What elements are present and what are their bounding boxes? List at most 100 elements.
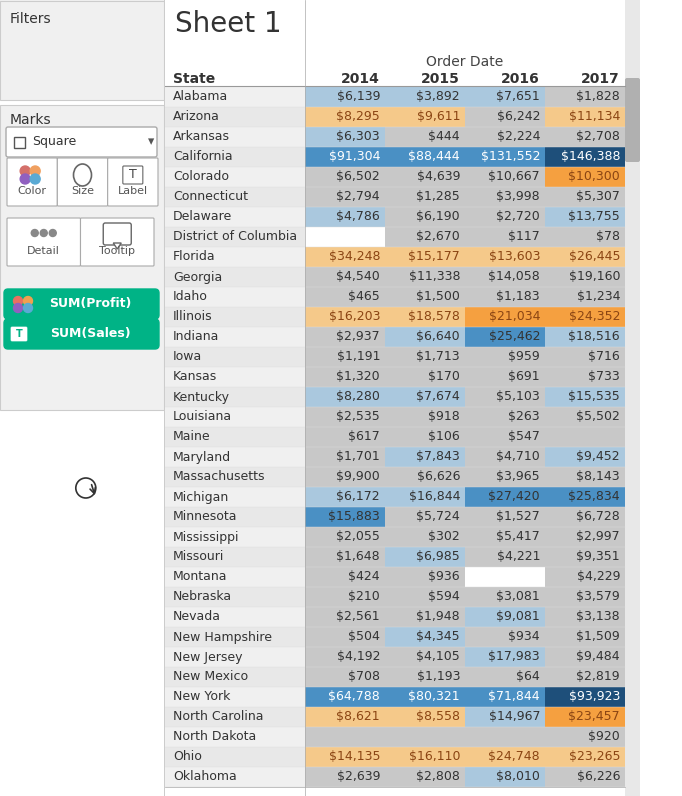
Bar bbox=[165, 367, 305, 387]
Bar bbox=[545, 147, 625, 167]
Text: $7,674: $7,674 bbox=[416, 391, 460, 404]
Bar bbox=[465, 167, 545, 187]
Bar bbox=[385, 447, 465, 467]
Bar bbox=[465, 567, 545, 587]
Text: $1,701: $1,701 bbox=[336, 451, 380, 463]
Bar bbox=[545, 287, 625, 307]
Text: $2,708: $2,708 bbox=[576, 131, 620, 143]
Bar bbox=[305, 707, 385, 727]
Text: $1,285: $1,285 bbox=[416, 190, 460, 204]
Text: $2,535: $2,535 bbox=[336, 411, 380, 423]
Bar bbox=[305, 167, 385, 187]
Bar bbox=[545, 387, 625, 407]
Text: $11,134: $11,134 bbox=[569, 111, 620, 123]
Bar bbox=[165, 347, 305, 367]
Text: $6,640: $6,640 bbox=[417, 330, 460, 344]
Text: $4,639: $4,639 bbox=[417, 170, 460, 184]
FancyBboxPatch shape bbox=[7, 158, 57, 206]
Bar bbox=[165, 567, 305, 587]
Text: $302: $302 bbox=[428, 530, 460, 544]
Circle shape bbox=[40, 229, 47, 236]
Text: $19,160: $19,160 bbox=[569, 271, 620, 283]
Text: $1,648: $1,648 bbox=[336, 551, 380, 564]
Bar bbox=[465, 207, 545, 227]
Bar bbox=[625, 0, 640, 796]
Bar bbox=[545, 87, 625, 107]
Text: $15,177: $15,177 bbox=[409, 251, 460, 263]
Text: $2,670: $2,670 bbox=[416, 231, 460, 244]
Bar bbox=[385, 747, 465, 767]
Text: 2015: 2015 bbox=[421, 72, 460, 86]
Bar bbox=[305, 567, 385, 587]
Bar bbox=[305, 467, 385, 487]
Bar bbox=[165, 727, 305, 747]
Text: $2,808: $2,808 bbox=[416, 771, 460, 783]
Bar bbox=[385, 687, 465, 707]
Text: $2,937: $2,937 bbox=[336, 330, 380, 344]
Bar bbox=[385, 107, 465, 127]
Bar bbox=[545, 187, 625, 207]
Text: $3,965: $3,965 bbox=[496, 470, 540, 483]
Bar bbox=[305, 407, 385, 427]
Bar bbox=[0, 105, 164, 410]
Bar bbox=[545, 247, 625, 267]
Text: Georgia: Georgia bbox=[173, 271, 222, 283]
Text: $1,320: $1,320 bbox=[336, 370, 380, 384]
Bar bbox=[165, 147, 305, 167]
Bar bbox=[385, 547, 465, 567]
Bar bbox=[465, 647, 545, 667]
Bar bbox=[305, 727, 385, 747]
Bar bbox=[165, 767, 305, 787]
Bar bbox=[545, 587, 625, 607]
Bar bbox=[305, 767, 385, 787]
Bar bbox=[165, 427, 305, 447]
Text: District of Columbia: District of Columbia bbox=[173, 231, 297, 244]
Text: Illinois: Illinois bbox=[173, 310, 213, 323]
Bar bbox=[465, 727, 545, 747]
Text: $3,892: $3,892 bbox=[417, 91, 460, 103]
Bar bbox=[305, 607, 385, 627]
Text: $91,304: $91,304 bbox=[329, 150, 380, 163]
Bar bbox=[545, 707, 625, 727]
Bar bbox=[385, 327, 465, 347]
Bar bbox=[545, 367, 625, 387]
Text: T: T bbox=[16, 329, 23, 339]
Text: Iowa: Iowa bbox=[173, 350, 203, 364]
Bar bbox=[164, 0, 165, 796]
FancyBboxPatch shape bbox=[4, 319, 159, 349]
Circle shape bbox=[20, 166, 30, 176]
Text: New Hampshire: New Hampshire bbox=[173, 630, 272, 643]
Bar bbox=[385, 227, 465, 247]
Bar bbox=[545, 447, 625, 467]
Text: Order Date: Order Date bbox=[426, 55, 503, 69]
Text: Connecticut: Connecticut bbox=[173, 190, 248, 204]
Circle shape bbox=[14, 296, 23, 306]
Text: North Carolina: North Carolina bbox=[173, 711, 263, 724]
Text: SUM(Sales): SUM(Sales) bbox=[50, 327, 131, 341]
Text: $9,452: $9,452 bbox=[576, 451, 620, 463]
Text: Montana: Montana bbox=[173, 571, 228, 583]
Text: $6,172: $6,172 bbox=[336, 490, 380, 504]
Bar bbox=[465, 587, 545, 607]
Bar bbox=[165, 627, 305, 647]
Text: $13,603: $13,603 bbox=[488, 251, 540, 263]
Text: $1,828: $1,828 bbox=[576, 91, 620, 103]
Text: $106: $106 bbox=[428, 431, 460, 443]
Text: $71,844: $71,844 bbox=[488, 690, 540, 704]
Bar bbox=[165, 107, 305, 127]
Bar bbox=[305, 327, 385, 347]
Text: Alabama: Alabama bbox=[173, 91, 228, 103]
Text: Sheet 1: Sheet 1 bbox=[175, 10, 282, 38]
Bar bbox=[385, 387, 465, 407]
Bar bbox=[305, 207, 385, 227]
Text: $13,755: $13,755 bbox=[568, 210, 620, 224]
Text: $131,552: $131,552 bbox=[481, 150, 540, 163]
Bar bbox=[545, 767, 625, 787]
Text: Filters: Filters bbox=[10, 12, 52, 26]
Bar bbox=[465, 147, 545, 167]
Text: $80,321: $80,321 bbox=[409, 690, 460, 704]
Text: $4,221: $4,221 bbox=[496, 551, 540, 564]
Bar bbox=[465, 527, 545, 547]
Bar bbox=[305, 627, 385, 647]
Bar bbox=[165, 747, 305, 767]
